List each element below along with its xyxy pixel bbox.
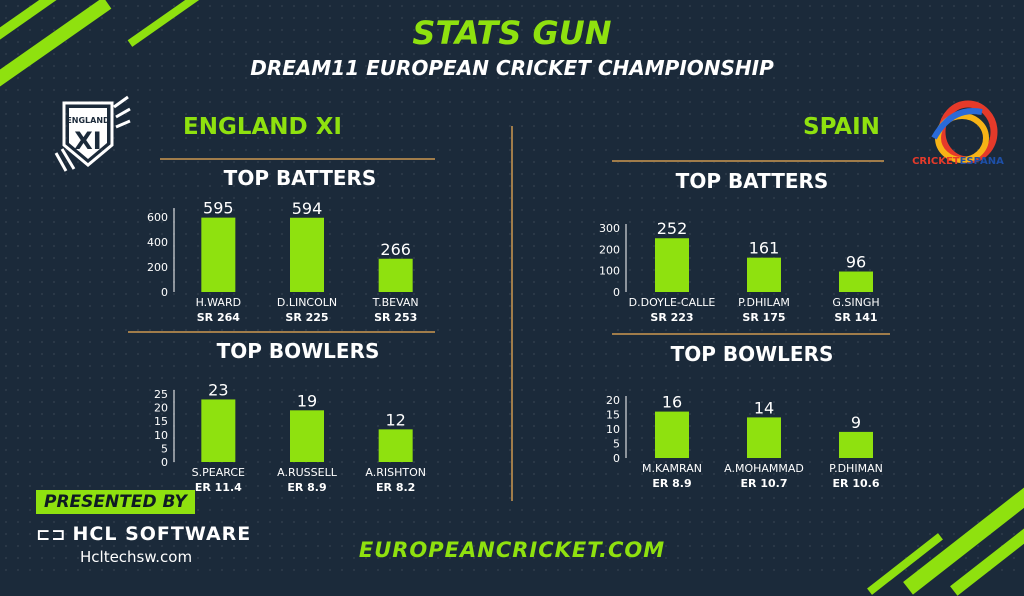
y-tick-label: 400 — [147, 236, 168, 249]
england-logo-text-2: XI — [74, 127, 101, 155]
presented-by-label: PRESENTED BY — [36, 490, 195, 514]
category-sublabel: SR 141 — [834, 311, 877, 324]
team-name-spain: SPAIN — [803, 114, 880, 140]
bar — [378, 258, 413, 292]
bar — [747, 257, 781, 292]
site-url[interactable]: EUROPEANCRICKET.COM — [358, 538, 666, 562]
y-tick-label: 300 — [599, 222, 620, 235]
y-tick-label: 10 — [154, 429, 168, 442]
y-tick-label: 15 — [606, 409, 620, 422]
category-sublabel: ER 8.2 — [376, 481, 415, 494]
bar-value-label: 16 — [662, 393, 682, 412]
y-tick-label: 0 — [613, 452, 620, 465]
y-tick-label: 0 — [613, 286, 620, 299]
category-sublabel: SR 225 — [285, 311, 328, 324]
y-tick-label: 15 — [154, 415, 168, 428]
england-bowlers-title: TOP BOWLERS — [216, 339, 380, 363]
sponsor-url[interactable]: Hcltechsw.com — [80, 548, 193, 566]
category-label: S.PEARCE — [192, 466, 245, 479]
bar-value-label: 594 — [292, 199, 323, 218]
category-sublabel: SR 253 — [374, 311, 417, 324]
category-sublabel: ER 8.9 — [652, 477, 691, 490]
bar-value-label: 595 — [203, 199, 234, 218]
page-subtitle: DREAM11 EUROPEAN CRICKET CHAMPIONSHIP — [250, 56, 774, 80]
category-label: A.RUSSELL — [277, 466, 338, 479]
divider-spain-mid — [612, 333, 890, 335]
chart-england-batters: 0 200 400 600 595 H.WARD SR 264 594 D.LINCOLN SR … — [140, 190, 450, 334]
category-label: D.DOYLE-CALLE — [629, 296, 716, 309]
category-label: P.DHILAM — [738, 296, 790, 309]
y-tick-label: 5 — [613, 438, 620, 451]
chart-spain-bowlers: 0 5 10 15 20 16 M.KAMRAN ER 8.9 14 A.MOHAMMAD ER 1… — [592, 378, 912, 500]
spain-bowlers-title: TOP BOWLERS — [670, 342, 834, 366]
divider-center — [511, 126, 513, 501]
bar — [378, 429, 413, 462]
bar — [290, 410, 324, 462]
chart-england-bowlers: 0 5 10 15 20 25 23 S.PEARCE ER 11.4 19 A.RUSSELL ER… — [140, 372, 450, 504]
sponsor-name-text: HCL SOFTWARE — [72, 523, 252, 545]
y-tick-label: 200 — [147, 261, 168, 274]
category-label: T.BEVAN — [372, 296, 419, 309]
bar-value-label: 12 — [385, 410, 405, 429]
category-sublabel: SR 264 — [197, 311, 241, 324]
team-name-england: ENGLAND XI — [183, 114, 342, 140]
england-batters-title: TOP BATTERS — [223, 166, 377, 190]
bar — [655, 411, 689, 458]
category-label: H.WARD — [196, 296, 242, 309]
bar-value-label: 9 — [851, 413, 861, 432]
category-sublabel: ER 10.7 — [741, 477, 788, 490]
category-label: A.RISHTON — [365, 466, 426, 479]
category-sublabel: ER 8.9 — [287, 481, 326, 494]
bar-value-label: 96 — [846, 253, 866, 272]
bar — [839, 271, 873, 292]
bar — [201, 399, 236, 462]
divider-england-top — [160, 158, 435, 160]
bar-value-label: 19 — [297, 391, 317, 410]
category-label: P.DHIMAN — [829, 462, 883, 475]
y-tick-label: 600 — [147, 211, 168, 224]
england-logo-text-1: ENGLAND — [66, 116, 110, 125]
sponsor-name: ⊏⊐ HCL SOFTWARE — [36, 523, 251, 545]
bar-value-label: 161 — [749, 239, 780, 258]
category-sublabel: SR 175 — [742, 311, 785, 324]
page-title: STATS GUN — [412, 14, 612, 52]
y-tick-label: 5 — [161, 442, 168, 455]
bar — [747, 417, 781, 458]
category-sublabel: ER 10.6 — [833, 477, 880, 490]
divider-england-mid — [128, 331, 435, 333]
category-label: M.KAMRAN — [642, 462, 702, 475]
y-tick-label: 0 — [161, 456, 168, 469]
bar-value-label: 266 — [380, 240, 411, 259]
category-sublabel: SR 223 — [650, 311, 693, 324]
divider-spain-top — [612, 160, 884, 162]
y-tick-label: 20 — [606, 394, 620, 407]
england-xi-logo: ENGLAND XI — [52, 95, 132, 175]
bar-value-label: 14 — [754, 398, 774, 417]
y-tick-label: 10 — [606, 423, 620, 436]
chart-spain-batters: 0 100 200 300 252 D.DOYLE-CALLE SR 223 161 P.DHI… — [592, 206, 912, 334]
spain-batters-title: TOP BATTERS — [675, 169, 829, 193]
y-tick-label: 100 — [599, 265, 620, 278]
y-tick-label: 200 — [599, 243, 620, 256]
y-tick-label: 0 — [161, 286, 168, 299]
bar — [655, 238, 689, 292]
bar-value-label: 23 — [208, 380, 228, 399]
hcl-logo-icon: ⊏⊐ — [36, 525, 67, 545]
category-sublabel: ER 11.4 — [195, 481, 242, 494]
category-label: D.LINCOLN — [277, 296, 337, 309]
y-tick-label: 20 — [154, 402, 168, 415]
svg-text:CRICKETESPANA: CRICKETESPANA — [912, 156, 1004, 167]
y-tick-label: 25 — [154, 388, 168, 401]
bar-value-label: 252 — [657, 219, 688, 238]
bar — [839, 431, 873, 458]
bar — [201, 217, 236, 292]
bar — [290, 217, 324, 292]
category-label: A.MOHAMMAD — [724, 462, 804, 475]
cricket-espana-logo: CRICKETESPANA — [912, 98, 1004, 176]
category-label: G.SINGH — [832, 296, 879, 309]
